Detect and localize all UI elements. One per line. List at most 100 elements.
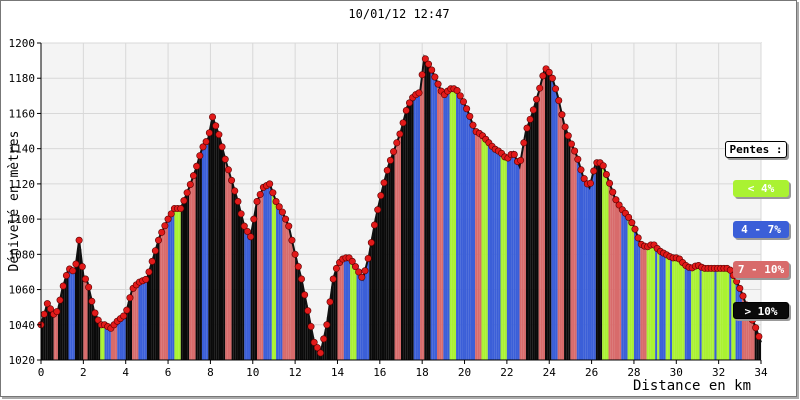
slope-bar xyxy=(189,184,192,360)
slope-bar xyxy=(633,229,637,360)
profile-marker xyxy=(348,257,356,265)
slope-bar xyxy=(735,281,738,360)
slope-bar xyxy=(246,231,249,360)
profile-marker xyxy=(351,263,359,271)
slope-bar xyxy=(369,248,372,360)
slope-bar xyxy=(646,246,649,360)
slope-bar xyxy=(51,312,54,360)
legend-label-over-10: > 10% xyxy=(744,305,778,318)
profile-marker xyxy=(317,349,325,357)
slope-bar xyxy=(462,101,465,360)
slope-bar xyxy=(750,317,753,360)
slope-bar xyxy=(290,240,293,360)
profile-marker xyxy=(164,215,172,223)
slope-bar xyxy=(515,159,518,360)
slope-bar xyxy=(583,178,586,360)
slope-bar xyxy=(104,325,107,360)
x-tick-label: 10 xyxy=(246,366,259,379)
profile-marker xyxy=(380,179,388,187)
slope-bar xyxy=(244,227,247,360)
profile-marker xyxy=(602,170,610,178)
slope-bar xyxy=(377,205,380,360)
slope-bar xyxy=(739,290,742,360)
slope-bar xyxy=(149,268,152,360)
slope-bar xyxy=(716,268,719,360)
x-tick-label: 20 xyxy=(458,366,471,379)
slope-bar xyxy=(631,224,634,360)
profile-marker xyxy=(364,254,372,262)
legend-item-over-10: > 10% xyxy=(733,302,789,319)
slope-bar xyxy=(545,68,548,361)
slope-bar xyxy=(754,327,757,360)
profile-marker xyxy=(326,298,334,306)
slope-bar xyxy=(284,219,287,360)
slope-bar xyxy=(559,109,562,360)
slope-bar xyxy=(331,286,334,360)
slope-bar xyxy=(155,247,158,360)
slope-bar xyxy=(703,268,706,360)
slope-bar xyxy=(464,106,467,361)
slope-bar xyxy=(547,71,550,360)
slope-bar xyxy=(210,122,213,360)
slope-bar xyxy=(299,274,302,360)
profile-marker xyxy=(733,277,741,285)
slope-bar xyxy=(360,277,363,360)
profile-marker xyxy=(510,151,518,159)
slope-bar xyxy=(650,244,653,360)
profile-marker xyxy=(421,55,429,63)
profile-marker xyxy=(272,198,280,206)
slope-bar xyxy=(180,205,183,360)
profile-marker xyxy=(739,292,747,300)
profile-marker xyxy=(393,139,401,147)
slope-bar xyxy=(659,251,662,360)
slope-bar xyxy=(254,207,257,360)
profile-marker xyxy=(231,187,239,195)
slope-bar xyxy=(100,324,103,360)
slope-bar xyxy=(581,173,584,360)
slope-bar xyxy=(280,210,283,360)
slope-bar xyxy=(191,178,194,360)
slope-bar xyxy=(373,224,376,360)
slope-bar xyxy=(587,185,590,360)
slope-bar xyxy=(269,186,272,360)
slope-bar xyxy=(231,183,234,360)
profile-marker xyxy=(205,129,213,137)
slope-bar xyxy=(697,265,700,360)
slope-bar xyxy=(163,225,166,360)
slope-bar xyxy=(479,133,482,360)
slope-bar xyxy=(614,199,617,360)
slope-bar xyxy=(375,214,378,360)
profile-marker xyxy=(75,236,83,244)
slope-bar xyxy=(720,268,723,360)
slope-bar xyxy=(314,344,317,360)
slope-bar xyxy=(172,210,175,360)
slope-bar xyxy=(261,189,264,360)
slope-bar xyxy=(176,208,179,360)
slope-bar xyxy=(307,315,310,360)
slope-bar xyxy=(74,264,77,360)
profile-marker xyxy=(374,206,382,214)
slope-bar xyxy=(153,254,156,360)
profile-marker xyxy=(520,139,528,147)
profile-marker xyxy=(564,132,572,140)
x-tick-label: 34 xyxy=(754,366,768,379)
slope-bar xyxy=(525,128,529,360)
profile-marker xyxy=(56,296,64,304)
slope-bar xyxy=(140,281,143,360)
slope-bar xyxy=(390,157,393,360)
slope-bar xyxy=(426,62,429,360)
profile-marker xyxy=(396,130,404,138)
slope-bar xyxy=(585,182,588,360)
profile-marker xyxy=(81,275,89,283)
y-tick-label: 1080 xyxy=(9,248,36,261)
profile-marker xyxy=(320,335,328,343)
x-tick-label: 6 xyxy=(165,366,172,379)
slope-bar xyxy=(295,258,298,360)
slope-bar xyxy=(129,293,133,360)
x-tick-label: 26 xyxy=(585,366,598,379)
slope-bar xyxy=(756,333,759,360)
slope-bar xyxy=(87,287,90,360)
profile-marker xyxy=(361,267,369,275)
profile-marker xyxy=(228,176,236,184)
slope-bar xyxy=(229,176,232,360)
